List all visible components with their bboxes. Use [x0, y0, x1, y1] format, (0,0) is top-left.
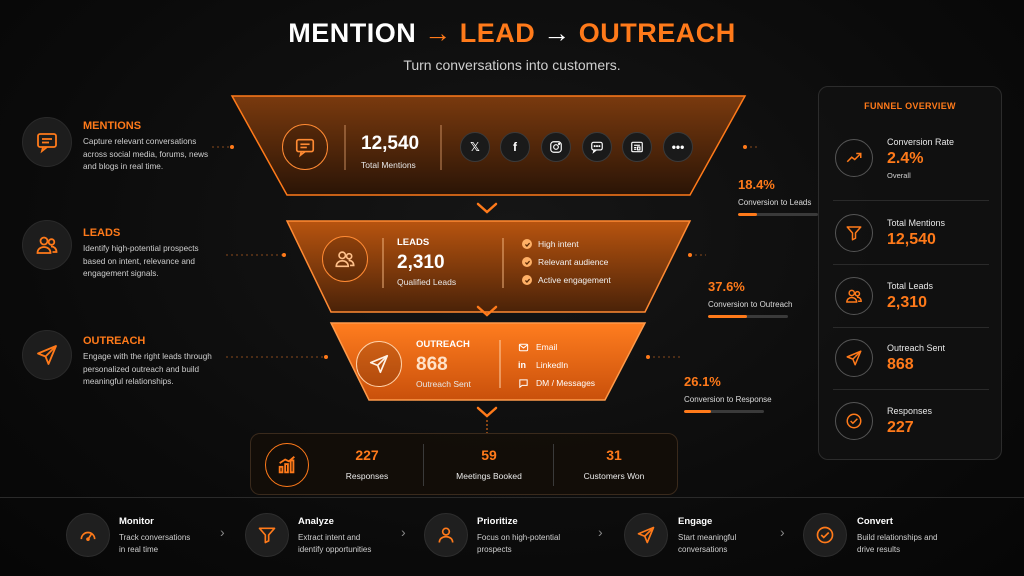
conversion-bar-fill	[684, 410, 712, 413]
conversion-response: 26.1% Conversion to Response	[684, 374, 772, 413]
channel-dm: DM / Messages	[518, 374, 595, 392]
signal-item: High intent	[522, 235, 611, 253]
chevron-right-icon: ›	[401, 524, 406, 540]
check-circle-icon	[803, 513, 847, 557]
step-convert: Convert Build relationships and drive res…	[857, 516, 938, 555]
step-prioritize: Prioritize Focus on high-potential prospe…	[477, 516, 561, 555]
result-responses: 227 Responses	[345, 447, 389, 481]
filter-icon	[835, 214, 873, 252]
bar-chart-icon	[265, 443, 309, 487]
overview-conversion-rate: Conversion Rate 2.4% Overall	[819, 127, 1003, 189]
conversion-outreach: 37.6% Conversion to Outreach	[708, 279, 793, 318]
overview-total-mentions: Total Mentions 12,540	[819, 202, 1003, 264]
conversion-bar-fill	[738, 213, 758, 216]
title-lead: LEAD	[459, 18, 536, 48]
mentions-total-value: 12,540	[361, 133, 420, 154]
send-icon	[356, 341, 402, 387]
stage-outreach-title: OUTREACH	[83, 335, 146, 347]
mail-icon	[518, 343, 529, 351]
users-icon	[322, 236, 368, 282]
leads-total-value: 2,310	[397, 252, 445, 273]
user-icon	[424, 513, 468, 557]
stage-leads-title: LEADS	[83, 227, 121, 239]
signal-item: Active engagement	[522, 271, 611, 289]
send-icon	[835, 339, 873, 377]
users-icon	[22, 220, 72, 270]
conversion-bar	[708, 315, 788, 318]
page-subtitle: Turn conversations into customers.	[403, 57, 621, 73]
stage-leads-description: Identify high-potential prospects based …	[83, 244, 199, 279]
chat-icon	[22, 117, 72, 167]
funnel-outreach-stage	[329, 322, 647, 401]
result-meetings: 59 Meetings Booked	[456, 447, 522, 481]
stage-leads-block	[22, 220, 72, 270]
linkedin-icon: in	[518, 360, 526, 370]
overview-total-leads: Total Leads 2,310	[819, 265, 1003, 327]
message-icon	[519, 378, 528, 388]
check-icon	[522, 239, 532, 249]
chevron-right-icon: ›	[598, 524, 603, 540]
check-icon	[522, 257, 532, 267]
step-engage: Engage Start meaningful conversations	[678, 516, 737, 555]
trend-icon	[835, 139, 873, 177]
users-icon	[835, 277, 873, 315]
conversion-bar	[684, 410, 764, 413]
chevron-right-icon: ›	[220, 524, 225, 540]
overview-outreach-sent: Outreach Sent 868	[819, 327, 1003, 389]
outreach-total-label: Outreach Sent	[416, 379, 471, 389]
step-monitor: Monitor Track conversations in real time	[119, 516, 191, 555]
send-icon	[624, 513, 668, 557]
signal-item: Relevant audience	[522, 253, 611, 271]
outreach-heading: OUTREACH	[416, 339, 470, 350]
check-circle-icon	[835, 402, 873, 440]
title-mention: MENTION	[288, 18, 417, 48]
send-icon	[22, 330, 72, 380]
x-icon[interactable]: 𝕏	[460, 132, 490, 162]
instagram-icon[interactable]	[541, 132, 571, 162]
title-arrow-1: →	[424, 18, 452, 48]
news-icon[interactable]	[622, 132, 652, 162]
divider	[423, 444, 424, 486]
funnel-overview-panel: FUNNEL OVERVIEW Conversion Rate 2.4% Overa…	[818, 86, 1002, 460]
stage-outreach-description: Engage with the right leads through pers…	[83, 352, 212, 387]
mentions-total-label: Total Mentions	[361, 160, 416, 170]
conversion-bar-fill	[708, 315, 748, 318]
channel-linkedin: in LinkedIn	[518, 360, 569, 370]
stage-mentions-description: Capture relevant conversations across so…	[83, 137, 209, 172]
title-arrow-2: →	[543, 18, 571, 48]
forum-icon[interactable]	[582, 132, 612, 162]
lead-signals-list: High intent Relevant audience Active eng…	[522, 235, 611, 289]
step-analyze: Analyze Extract intent and identify oppor…	[298, 516, 372, 555]
facebook-icon[interactable]: f	[500, 132, 530, 162]
divider	[0, 497, 1024, 498]
channel-email: Email	[518, 338, 595, 356]
page-title: MENTION → LEAD → OUTREACH	[0, 18, 1024, 49]
leads-heading: LEADS	[397, 237, 430, 248]
chat-icon	[282, 124, 328, 170]
results-summary: 227 Responses 59 Meetings Booked 31 Cust…	[250, 433, 678, 495]
panel-title: FUNNEL OVERVIEW	[864, 101, 956, 111]
stage-outreach-block	[22, 330, 72, 380]
funnel-leads-stage	[285, 220, 692, 313]
outreach-channels-list: Email in LinkedIn DM / Messages	[518, 338, 595, 392]
conversion-bar	[738, 213, 818, 216]
overview-responses: Responses 227	[819, 390, 1003, 452]
conversion-leads: 18.4% Conversion to Leads	[738, 177, 818, 216]
leads-total-label: Qualified Leads	[397, 277, 457, 287]
divider	[553, 444, 554, 486]
check-icon	[522, 275, 532, 285]
filter-icon	[245, 513, 289, 557]
chevron-right-icon: ›	[780, 524, 785, 540]
more-icon[interactable]: •••	[663, 132, 693, 162]
gauge-icon	[66, 513, 110, 557]
stage-mentions-title: MENTIONS	[83, 120, 142, 132]
stage-mentions-block	[22, 117, 72, 167]
title-outreach: OUTREACH	[578, 18, 736, 48]
result-customers: 31 Customers Won	[583, 447, 645, 481]
outreach-total-value: 868	[416, 354, 448, 375]
